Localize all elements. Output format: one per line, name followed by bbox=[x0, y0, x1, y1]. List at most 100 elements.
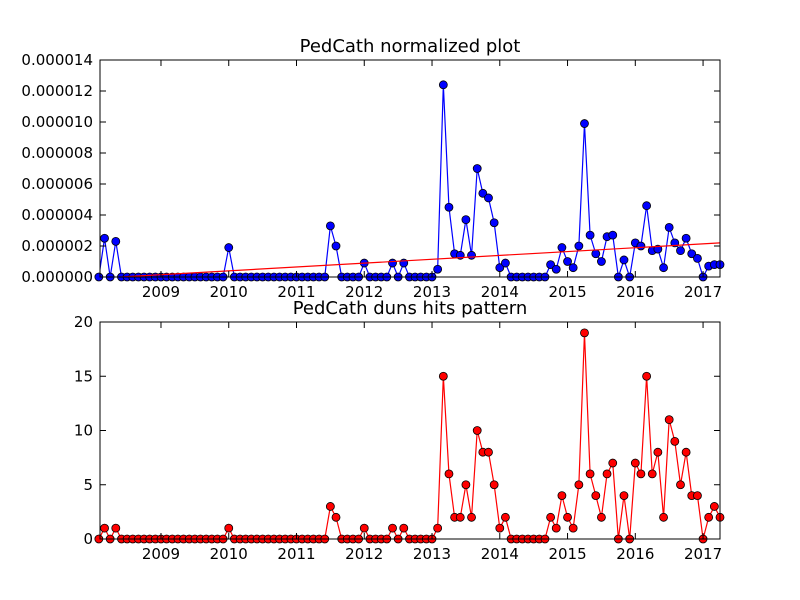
normalized-plot-point bbox=[681, 233, 691, 243]
duns-hits-point bbox=[546, 512, 555, 522]
duns-hits-x-tick-label: 2012 bbox=[345, 545, 383, 563]
normalized-plot-ticks: 2009 2010 2011 2012 2013 2014 2015 2016 2017 0.00… bbox=[21, 51, 722, 301]
duns-hits-point bbox=[100, 523, 109, 533]
duns-hits-x-tick-label: 2011 bbox=[277, 545, 315, 563]
duns-hits-point bbox=[563, 512, 572, 522]
normalized-plot-point bbox=[563, 257, 572, 266]
normalized-plot-point bbox=[551, 264, 561, 274]
normalized-plot-point bbox=[687, 249, 697, 259]
duns-hits-point bbox=[568, 523, 578, 533]
normalized-plot-axes: PedCath normalized plot 2009 2010 2011 2012… bbox=[21, 36, 725, 301]
duns-hits-point bbox=[659, 512, 668, 522]
normalized-plot-x-tick-label: 2012 bbox=[345, 283, 383, 301]
duns-hits-point bbox=[455, 512, 465, 522]
duns-hits-x-tick-label: 2009 bbox=[142, 545, 180, 563]
duns-hits-y-tick-label: 10 bbox=[74, 422, 93, 440]
duns-hits-point bbox=[681, 447, 691, 457]
normalized-plot-point bbox=[489, 218, 499, 228]
normalized-plot-point bbox=[111, 236, 121, 246]
duns-hits-point bbox=[597, 512, 606, 522]
duns-hits-point bbox=[602, 469, 612, 479]
normalized-plot-point bbox=[659, 263, 668, 273]
normalized-plot-point bbox=[467, 250, 476, 260]
normalized-plot-point bbox=[557, 243, 567, 252]
duns-hits-point bbox=[647, 469, 657, 479]
duns-hits-y-tick-label: 0 bbox=[83, 530, 93, 548]
duns-hits-x-tick-label: 2010 bbox=[210, 545, 248, 563]
duns-hits-series-0-line bbox=[100, 332, 720, 539]
duns-hits-point bbox=[704, 512, 714, 522]
normalized-plot-point bbox=[619, 255, 629, 265]
normalized-plot-x-tick-label: 2016 bbox=[616, 283, 654, 301]
duns-hits-title: PedCath duns hits pattern bbox=[293, 298, 528, 319]
duns-hits-point bbox=[636, 469, 646, 479]
normalized-plot-x-tick-label: 2010 bbox=[210, 283, 248, 301]
normalized-plot-y-tick-label: 0.000008 bbox=[21, 144, 93, 162]
duns-hits-point bbox=[399, 523, 409, 533]
duns-hits-point bbox=[608, 458, 618, 468]
normalized-plot-y-tick-label: 0.000014 bbox=[21, 51, 93, 69]
duns-hits-point bbox=[224, 523, 234, 533]
duns-hits-point bbox=[664, 415, 674, 425]
normalized-plot-y-tick-label: 0.000004 bbox=[21, 206, 93, 224]
normalized-plot-x-tick-label: 2014 bbox=[481, 283, 519, 301]
duns-hits-point bbox=[467, 512, 476, 522]
normalized-plot-title: PedCath normalized plot bbox=[300, 36, 521, 57]
normalized-plot-y-tick-label: 0.000012 bbox=[21, 82, 93, 100]
duns-hits-point bbox=[591, 491, 601, 501]
normalized-plot-point bbox=[642, 201, 652, 211]
duns-hits-point bbox=[388, 523, 397, 533]
normalized-plot-point bbox=[325, 221, 335, 231]
normalized-plot-point bbox=[472, 164, 482, 173]
duns-hits-point bbox=[670, 436, 680, 446]
normalized-plot-point bbox=[433, 264, 443, 274]
duns-hits-y-tick-label: 15 bbox=[74, 367, 93, 385]
duns-hits-y-tick-label: 5 bbox=[83, 476, 93, 494]
duns-hits-point bbox=[585, 469, 595, 479]
duns-hits-x-tick-label: 2016 bbox=[616, 545, 654, 563]
normalized-plot-series-1-line bbox=[109, 242, 720, 277]
duns-hits-point bbox=[619, 491, 629, 501]
duns-hits-y-tick-label: 20 bbox=[74, 313, 93, 331]
normalized-plot-y-tick-label: 0.000002 bbox=[21, 237, 93, 255]
duns-hits-point bbox=[461, 480, 471, 490]
duns-hits-point bbox=[551, 523, 561, 533]
duns-hits-x-tick-label: 2013 bbox=[413, 545, 451, 563]
normalized-plot-point bbox=[574, 241, 584, 251]
duns-hits-point bbox=[489, 480, 499, 490]
duns-hits-point bbox=[495, 523, 505, 533]
normalized-plot-frame bbox=[99, 59, 721, 278]
normalized-plot-y-tick-label: 0.000000 bbox=[21, 268, 93, 286]
duns-hits-point bbox=[693, 491, 702, 501]
duns-hits-point bbox=[359, 523, 369, 533]
duns-hits-point bbox=[557, 491, 567, 501]
normalized-plot-y-tick-label: 0.000010 bbox=[21, 113, 93, 131]
normalized-plot-point bbox=[580, 119, 589, 128]
normalized-plot-point bbox=[664, 222, 674, 232]
normalized-plot-point bbox=[546, 260, 555, 270]
normalized-plot-point bbox=[444, 202, 454, 212]
normalized-plot-point bbox=[608, 230, 618, 240]
duns-hits-x-tick-label: 2014 bbox=[481, 545, 519, 563]
duns-hits-point bbox=[325, 502, 335, 511]
duns-hits-ticks: 2009 2010 2011 2012 2013 2014 2015 2016 20170510… bbox=[74, 313, 722, 563]
normalized-plot-x-tick-label: 2015 bbox=[548, 283, 586, 301]
duns-hits-point bbox=[630, 458, 640, 468]
normalized-plot-point bbox=[331, 241, 341, 251]
duns-hits-point bbox=[331, 512, 341, 522]
normalized-plot-point bbox=[591, 249, 601, 259]
normalized-plot-point bbox=[388, 258, 397, 268]
duns-hits-point bbox=[111, 523, 121, 533]
normalized-plot-point bbox=[461, 215, 471, 225]
duns-hits-point bbox=[676, 480, 685, 490]
normalized-plot-point bbox=[585, 230, 595, 240]
normalized-plot-series-0-line bbox=[100, 84, 720, 277]
normalized-plot-x-tick-label: 2011 bbox=[277, 283, 315, 301]
duns-hits-point bbox=[642, 371, 652, 381]
normalized-plot-point bbox=[597, 257, 606, 266]
duns-hits-point bbox=[484, 447, 493, 457]
normalized-plot-point bbox=[568, 263, 578, 273]
normalized-plot-point bbox=[676, 246, 685, 256]
